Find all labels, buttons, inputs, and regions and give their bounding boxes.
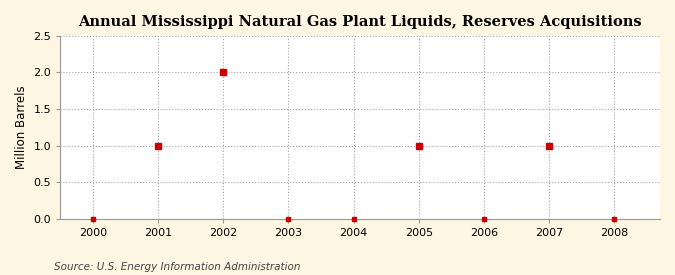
- Y-axis label: Million Barrels: Million Barrels: [15, 86, 28, 169]
- Title: Annual Mississippi Natural Gas Plant Liquids, Reserves Acquisitions: Annual Mississippi Natural Gas Plant Liq…: [78, 15, 642, 29]
- Text: Source: U.S. Energy Information Administration: Source: U.S. Energy Information Administ…: [54, 262, 300, 272]
